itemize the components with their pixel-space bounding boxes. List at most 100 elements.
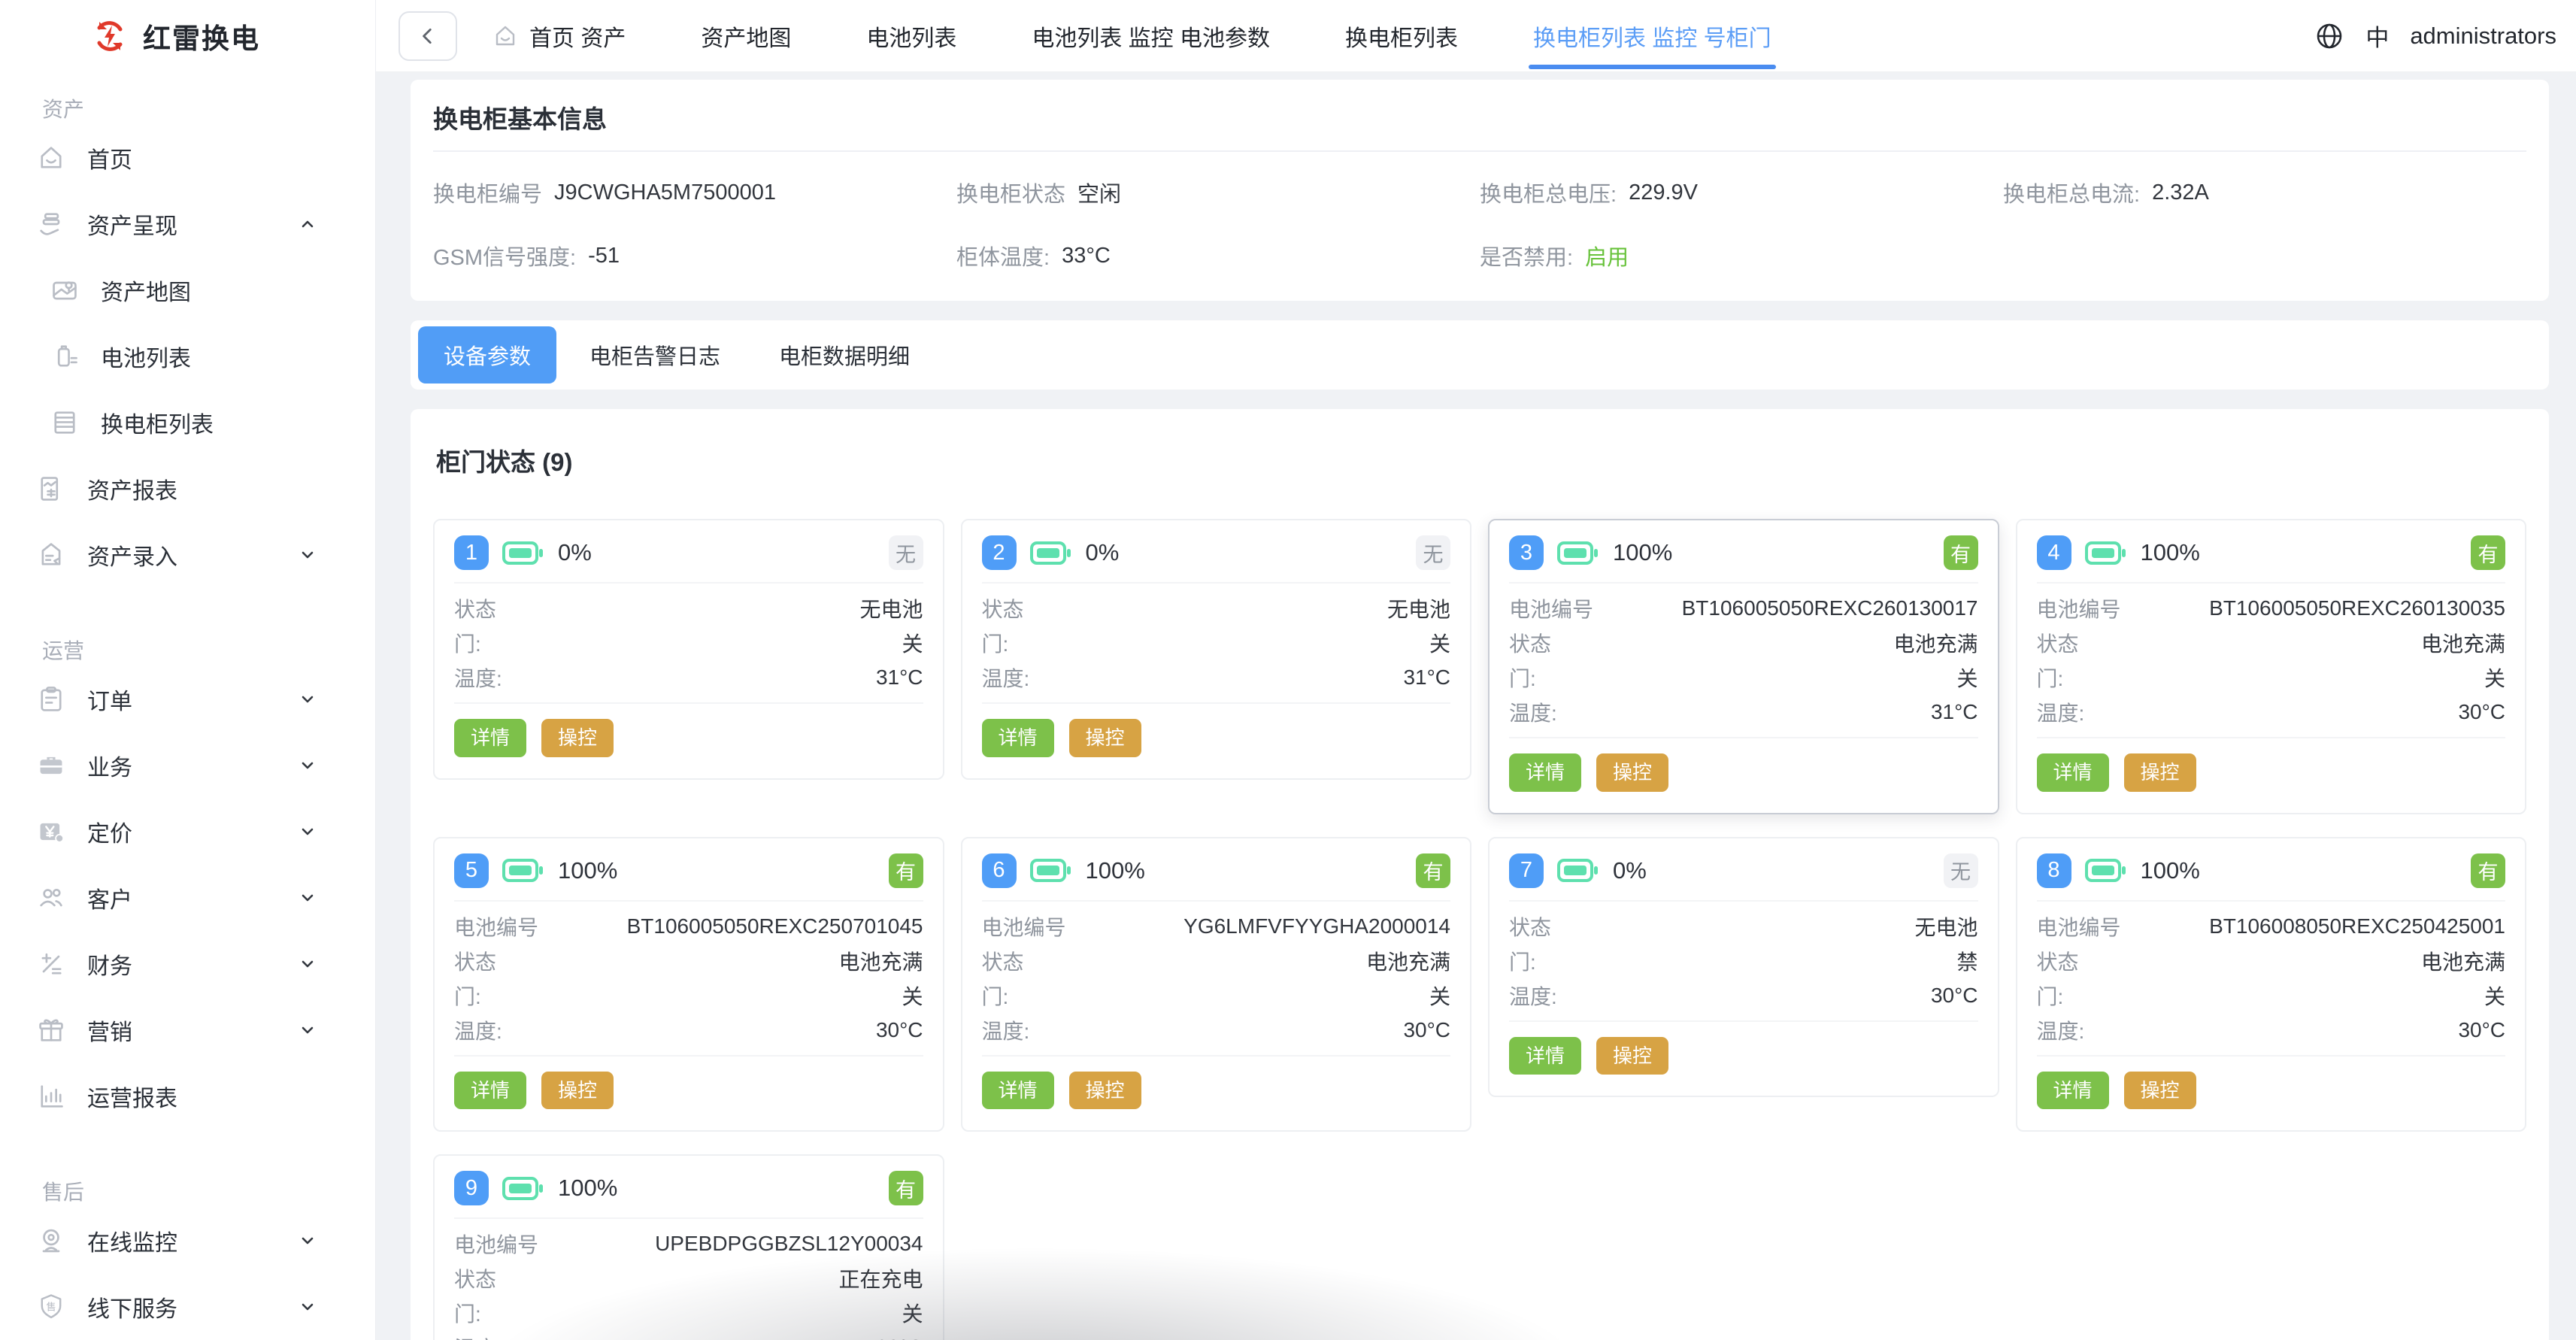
nav-tab[interactable]: 换电柜列表 监控 号柜门 — [1529, 0, 1776, 71]
sidebar-section-label: 资产 — [42, 98, 85, 121]
sidebar-item-label: 财务 — [87, 954, 132, 979]
sidebar-item[interactable]: 在线监控 — [0, 1208, 375, 1274]
control-button[interactable]: 操控 — [2123, 753, 2196, 792]
chevron-down-icon — [297, 755, 318, 776]
door-card-footer: 详情 操控 — [2036, 737, 2505, 792]
battery-percent: 0% — [1613, 856, 1647, 884]
control-button[interactable]: 操控 — [2123, 1071, 2196, 1110]
battery-icon — [1029, 541, 1072, 565]
sidebar-item[interactable]: 财务 — [0, 931, 375, 997]
sidebar-item[interactable]: 订单 — [0, 666, 375, 732]
brand-logo[interactable]: 红雷换电 — [0, 0, 375, 72]
door-card-row: 温度: 30°C — [2037, 1013, 2506, 1047]
door-card-row: 门: 关 — [454, 978, 923, 1013]
detail-button[interactable]: 详情 — [981, 719, 1054, 757]
language-toggle[interactable]: 中 — [2365, 25, 2390, 51]
door-card-row-value: 关 — [1429, 632, 1450, 656]
battery-presence-badge: 有 — [1943, 535, 1978, 570]
sidebar-item[interactable]: 资产地图 — [0, 257, 375, 323]
door-card-row: 状态 电池充满 — [2037, 626, 2506, 660]
sidebar-item[interactable]: 资产报表 — [0, 456, 375, 522]
sidebar-item[interactable]: 定价 — [0, 799, 375, 865]
battery-presence-badge: 有 — [1416, 853, 1450, 888]
detail-button[interactable]: 详情 — [454, 719, 527, 757]
info-field-label: 换电柜总电压: — [1480, 183, 1617, 207]
back-button[interactable] — [399, 11, 457, 61]
detail-button[interactable]: 详情 — [1509, 753, 1582, 792]
nav-tab[interactable]: 换电柜列表 — [1345, 0, 1458, 71]
content-tab[interactable]: 设备参数 — [418, 326, 557, 384]
nav-tab[interactable]: 资产地图 — [701, 0, 791, 71]
sidebar-item[interactable]: 业务 — [0, 732, 375, 799]
door-card-row: 状态 无电池 — [1509, 909, 1978, 944]
detail-button[interactable]: 详情 — [2036, 753, 2109, 792]
detail-button[interactable]: 详情 — [981, 1071, 1054, 1110]
cabinet-info-panel: 换电柜基本信息 换电柜编号 J9CWGHA5M7500001 换电柜状态 空闲 … — [411, 80, 2549, 301]
battery-percent: 100% — [1085, 856, 1145, 884]
detail-button[interactable]: 详情 — [2036, 1071, 2109, 1110]
door-card-row: 温度: 31°C — [982, 660, 1451, 695]
door-card-row-value: 31°C — [1403, 665, 1450, 689]
control-button[interactable]: 操控 — [1068, 719, 1141, 757]
door-card-footer: 详情 操控 — [2036, 1054, 2505, 1110]
door-card-row-label: 电池编号 — [454, 1233, 539, 1257]
sidebar-item[interactable]: 运营报表 — [0, 1063, 375, 1129]
door-card-row: 门: 关 — [1509, 660, 1978, 695]
door-card-row-value: YG6LMFVFYYGHA2000014 — [1183, 914, 1450, 938]
brand-logo-icon — [92, 18, 128, 54]
sidebar-item[interactable]: 售 线下服务 — [0, 1274, 375, 1340]
finance-icon — [35, 947, 68, 981]
battery-icon — [1029, 858, 1072, 883]
sidebar-item-label: 客户 — [87, 888, 132, 913]
battery-presence-badge: 有 — [888, 1171, 923, 1206]
control-button[interactable]: 操控 — [1596, 1036, 1669, 1075]
sidebar-item[interactable]: 客户 — [0, 865, 375, 931]
sidebar-item[interactable]: 首页 — [0, 125, 375, 191]
door-card-row-label: 门: — [1509, 950, 1536, 974]
door-card-row: 温度: 30°C — [982, 1013, 1451, 1047]
door-card-row-label: 电池编号 — [981, 915, 1066, 939]
nav-tab[interactable]: 首页 资产 — [492, 0, 626, 71]
globe-icon[interactable] — [2314, 21, 2344, 51]
sidebar-menu: 资产 首页 资产呈现 资产地图 电池列表 换电柜列表 资产报表 资产录入 运营 … — [0, 92, 375, 1340]
battery-presence-badge: 无 — [888, 535, 923, 570]
door-card-footer: 详情 操控 — [1509, 1020, 1978, 1075]
info-field-value: 229.9V — [1629, 180, 1698, 205]
control-button[interactable]: 操控 — [1068, 1071, 1141, 1110]
info-field-label: GSM信号强度: — [433, 246, 577, 270]
sidebar-item[interactable]: 换电柜列表 — [0, 390, 375, 456]
nav-right: 中 administrators — [2314, 19, 2556, 53]
username[interactable]: administrators — [2410, 22, 2556, 49]
door-card-row-value: 无电池 — [859, 598, 923, 621]
door-card-header: 9 100% 有 — [454, 1171, 923, 1220]
sidebar-item[interactable]: 资产录入 — [0, 522, 375, 588]
detail-button[interactable]: 详情 — [1509, 1036, 1582, 1075]
door-card-row: 门: 关 — [454, 626, 923, 660]
chevron-down-icon — [297, 887, 318, 908]
control-button[interactable]: 操控 — [541, 1071, 614, 1110]
control-button[interactable]: 操控 — [541, 719, 614, 757]
door-card-row: 温度: 30°C — [2037, 695, 2506, 729]
door-card-row-label: 门: — [981, 632, 1009, 656]
asset-map-icon — [48, 274, 81, 307]
content-tab[interactable]: 电柜数据明细 — [779, 345, 911, 369]
nav-tab[interactable]: 电池列表 — [866, 0, 956, 71]
home-icon — [492, 23, 519, 50]
sidebar-item[interactable]: 资产呈现 — [0, 191, 375, 257]
door-card-row-label: 电池编号 — [2036, 598, 2121, 621]
battery-icon — [502, 1176, 544, 1201]
sidebar-item[interactable]: 营销 — [0, 997, 375, 1063]
door-card-body: 电池编号 YG6LMFVFYYGHA2000014 状态 电池充满 门: 关 温… — [982, 909, 1451, 1047]
door-card-row-label: 温度: — [2036, 1019, 2085, 1043]
nav-tab[interactable]: 电池列表 监控 电池参数 — [1032, 0, 1270, 71]
control-button[interactable]: 操控 — [1596, 753, 1669, 792]
door-card-footer: 详情 操控 — [454, 1054, 923, 1110]
info-field-label: 换电柜编号 — [433, 183, 543, 207]
door-card-row-label: 门: — [454, 1302, 481, 1326]
door-card-row: 门: 关 — [982, 978, 1451, 1013]
sidebar-item[interactable]: 电池列表 — [0, 323, 375, 390]
door-card-row-value: 电池充满 — [838, 950, 923, 974]
detail-button[interactable]: 详情 — [454, 1071, 527, 1110]
marketing-icon — [35, 1014, 68, 1047]
content-tab[interactable]: 电柜告警日志 — [589, 345, 721, 369]
